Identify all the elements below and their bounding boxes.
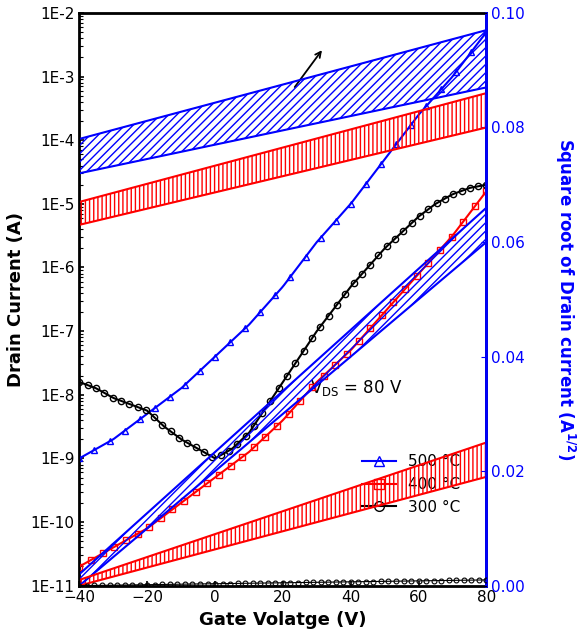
Text: $V_{DS}$ = 80 V: $V_{DS}$ = 80 V: [310, 378, 402, 398]
Y-axis label: Drain Current (A): Drain Current (A): [7, 212, 25, 387]
Legend: 500 °C, 400 °C, 300 °C: 500 °C, 400 °C, 300 °C: [356, 448, 467, 521]
X-axis label: Gate Volatge (V): Gate Volatge (V): [199, 611, 367, 629]
Y-axis label: Square root of Drain current ($\mathbf{A^{1/2}}$): Square root of Drain current ($\mathbf{A…: [553, 138, 577, 460]
